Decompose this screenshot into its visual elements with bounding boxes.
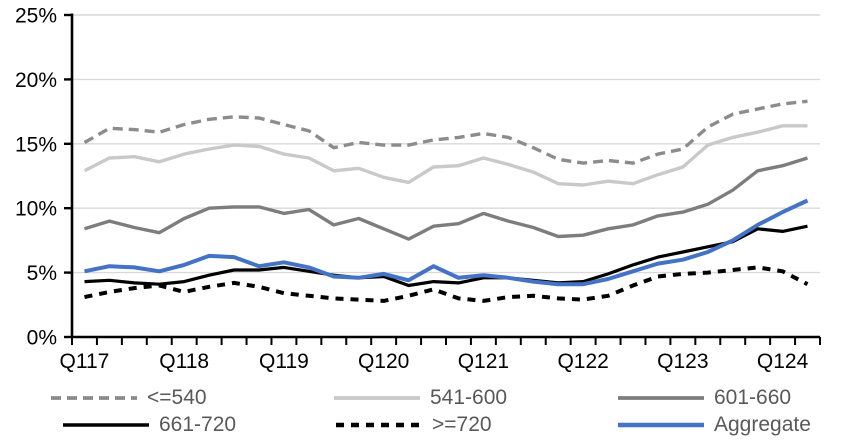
x-tick-label: Q118 <box>159 350 209 373</box>
legend-label: 661-720 <box>159 413 237 436</box>
legend-swatch-icon <box>336 422 422 428</box>
y-axis-labels: 0% 5% 10% 15% 20% 25% <box>15 5 57 350</box>
x-tick-label: Q123 <box>657 350 708 373</box>
x-tick-label: Q124 <box>757 350 809 373</box>
x-tick-label: Q117 <box>60 350 110 373</box>
series-line--540 <box>83 99 808 165</box>
legend-label: Aggregate <box>714 413 811 436</box>
y-tick-label: 20% <box>15 69 57 92</box>
series-line-601-660 <box>83 156 809 241</box>
legend-swatch-icon <box>618 422 704 428</box>
x-tick-label: Q122 <box>557 350 608 373</box>
legend-swatch-icon <box>63 423 149 427</box>
legend-item-661-720: 661-720 <box>62 413 236 437</box>
x-tick-label: Q121 <box>458 350 509 373</box>
y-tick-label: 10% <box>15 198 57 221</box>
legend-label: <=540 <box>147 386 207 409</box>
line-chart: 0% 5% 10% 15% 20% 25% Q117 Q118 Q119 Q120 Q121 Q122… <box>15 5 821 373</box>
y-tick-label: 5% <box>27 262 57 285</box>
axes <box>64 13 821 345</box>
x-tick-label: Q119 <box>259 350 309 373</box>
series-line-661-720 <box>84 224 808 288</box>
legend-item--720: >=720 <box>335 413 492 437</box>
chart-legend: <=540 541-600 601-660 661-720 >=720 Aggregate <box>0 380 852 442</box>
legend-swatch-icon <box>334 396 420 400</box>
legend-item-601-660: 601-660 <box>617 386 791 410</box>
y-tick-label: 15% <box>15 133 57 156</box>
series-line-Aggregate <box>84 198 809 287</box>
legend-swatch-icon <box>618 396 704 400</box>
series-lines <box>83 99 809 303</box>
legend-item--540: <=540 <box>50 386 207 410</box>
series-line-541-600 <box>83 124 808 187</box>
y-tick-label: 25% <box>15 5 57 28</box>
line-chart-svg: 0% 5% 10% 15% 20% 25% Q117 Q118 Q119 Q120 Q121 Q122… <box>15 5 821 373</box>
series-line--720 <box>84 265 809 303</box>
x-axis-labels: Q117 Q118 Q119 Q120 Q121 Q122 Q123 Q124 <box>60 350 809 373</box>
legend-swatch-icon <box>51 396 137 400</box>
legend-label: >=720 <box>432 413 492 436</box>
legend-label: 541-600 <box>430 386 508 409</box>
x-tick-label: Q120 <box>358 350 409 373</box>
legend-item-541-600: 541-600 <box>333 386 507 410</box>
legend-label: 601-660 <box>714 386 792 409</box>
legend-item-Aggregate: Aggregate <box>617 413 811 437</box>
y-tick-label: 0% <box>27 327 57 350</box>
